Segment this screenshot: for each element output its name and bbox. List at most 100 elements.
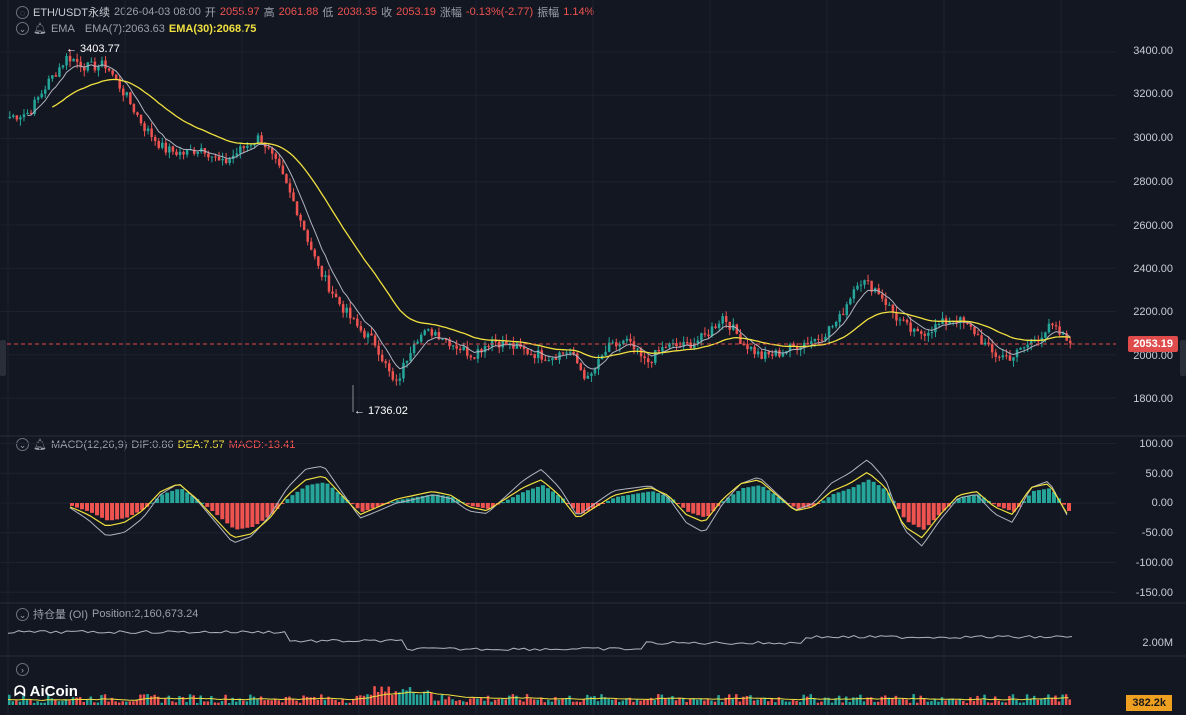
volume-bar — [323, 699, 327, 705]
volume-bar — [518, 699, 522, 705]
candle-body — [405, 360, 409, 363]
volume-bar — [593, 695, 596, 705]
symbol-dropdown-icon[interactable]: ◌ — [16, 5, 29, 19]
volume-bar — [547, 699, 550, 705]
volume-bar — [352, 699, 355, 705]
candle-body — [1068, 340, 1072, 344]
macd-bar — [355, 503, 360, 509]
volume-bar — [288, 696, 291, 705]
candle-body — [881, 294, 884, 299]
volume-expand-icon[interactable]: › — [16, 660, 29, 678]
candle-body — [707, 334, 710, 337]
volume-bar — [713, 701, 717, 705]
volume-bar — [1004, 702, 1008, 705]
volume-bar — [937, 701, 940, 705]
volume-bar — [699, 698, 703, 705]
volume-bar — [153, 694, 156, 705]
candle-body — [129, 92, 132, 105]
macd-bar — [515, 494, 520, 503]
macd-bar — [110, 503, 115, 521]
volume-bar — [50, 698, 54, 705]
macd-bar — [200, 502, 205, 504]
macd-tick: 0.00 — [1151, 497, 1173, 509]
macd-bell-icon[interactable]: 🔔︎ — [33, 439, 47, 451]
candle-body — [61, 65, 65, 68]
macd-bar — [841, 490, 846, 503]
candle-body — [153, 137, 157, 142]
volume-bar — [529, 698, 532, 705]
volume-bar — [89, 696, 93, 705]
candle-body — [994, 352, 997, 357]
volume-bar — [64, 699, 68, 705]
macd-bar — [861, 482, 866, 503]
volume-bar — [256, 698, 259, 705]
candle-body — [838, 314, 841, 323]
volume-bar — [816, 702, 820, 705]
macd-bar — [976, 494, 981, 503]
macd-bar — [1006, 503, 1011, 511]
macd-bar — [941, 503, 946, 511]
candle-body — [1047, 323, 1051, 333]
symbol-info-bar: ◌ ETH/USDT永续 2026-04-03 08:00 开 2055.97 … — [16, 4, 594, 20]
volume-bar — [362, 695, 366, 705]
candle-body — [260, 135, 263, 143]
volume-bar — [61, 700, 64, 705]
oi-collapse-icon[interactable]: ⌄ — [16, 607, 29, 621]
macd-bar — [896, 503, 901, 510]
volume-bar — [458, 700, 461, 705]
volume-bar — [472, 697, 476, 705]
candle-body — [313, 249, 317, 257]
volume-bar — [859, 694, 862, 705]
candle-body — [111, 70, 114, 75]
macd-bar — [245, 503, 250, 528]
candle-body — [345, 307, 348, 313]
dea-line — [69, 472, 1068, 539]
macd-bar — [791, 503, 796, 507]
volume-bar — [249, 694, 252, 705]
volume-bar — [657, 694, 660, 705]
candle-body — [409, 353, 412, 361]
candle-body — [852, 289, 856, 299]
volume-bar — [979, 699, 983, 705]
candle-body — [398, 378, 402, 381]
volume-bar — [369, 694, 373, 705]
macd-bar — [300, 488, 305, 503]
macd-name[interactable]: MACD(12,26,9) — [50, 438, 128, 451]
macd-collapse-icon[interactable]: ⌄ — [16, 438, 29, 451]
close-label: 收 — [381, 7, 393, 19]
ema-collapse-icon[interactable]: ⌄ — [16, 22, 29, 35]
left-panel-handle[interactable] — [0, 340, 6, 376]
volume-bar — [774, 702, 777, 705]
volume-bar — [185, 702, 188, 705]
volume-bar — [270, 700, 273, 705]
candle-body — [636, 348, 639, 350]
volume-bar — [210, 695, 213, 705]
macd-bar — [105, 503, 110, 521]
volume-bar — [422, 691, 426, 705]
symbol-name[interactable]: ETH/USDT永续 — [33, 7, 110, 19]
candle-body — [437, 331, 441, 340]
change-label: 涨幅 — [439, 7, 462, 19]
candle-body — [178, 151, 182, 155]
macd-bar — [1061, 503, 1066, 505]
candle-body — [575, 353, 579, 364]
volume-bar — [880, 696, 883, 705]
volume-bar — [125, 701, 128, 705]
ema-name[interactable]: EMA — [50, 22, 75, 35]
macd-bar — [996, 503, 1001, 507]
oi-name[interactable]: 持仓量 (OI) — [33, 609, 88, 621]
price-tick: 2200.00 — [1133, 306, 1173, 318]
volume-bar — [891, 698, 894, 705]
volume-bar — [387, 686, 390, 705]
low-value: 2038.35 — [337, 6, 378, 18]
candle-body — [228, 158, 231, 164]
candle-body — [767, 351, 771, 355]
candle-body — [458, 348, 462, 351]
volume-bar — [990, 702, 993, 705]
dif-line — [69, 459, 1068, 547]
right-panel-handle[interactable] — [1180, 340, 1186, 376]
macd-bar — [115, 503, 120, 520]
candle-body — [427, 329, 430, 331]
bell-icon[interactable]: 🔔︎ — [33, 23, 47, 35]
